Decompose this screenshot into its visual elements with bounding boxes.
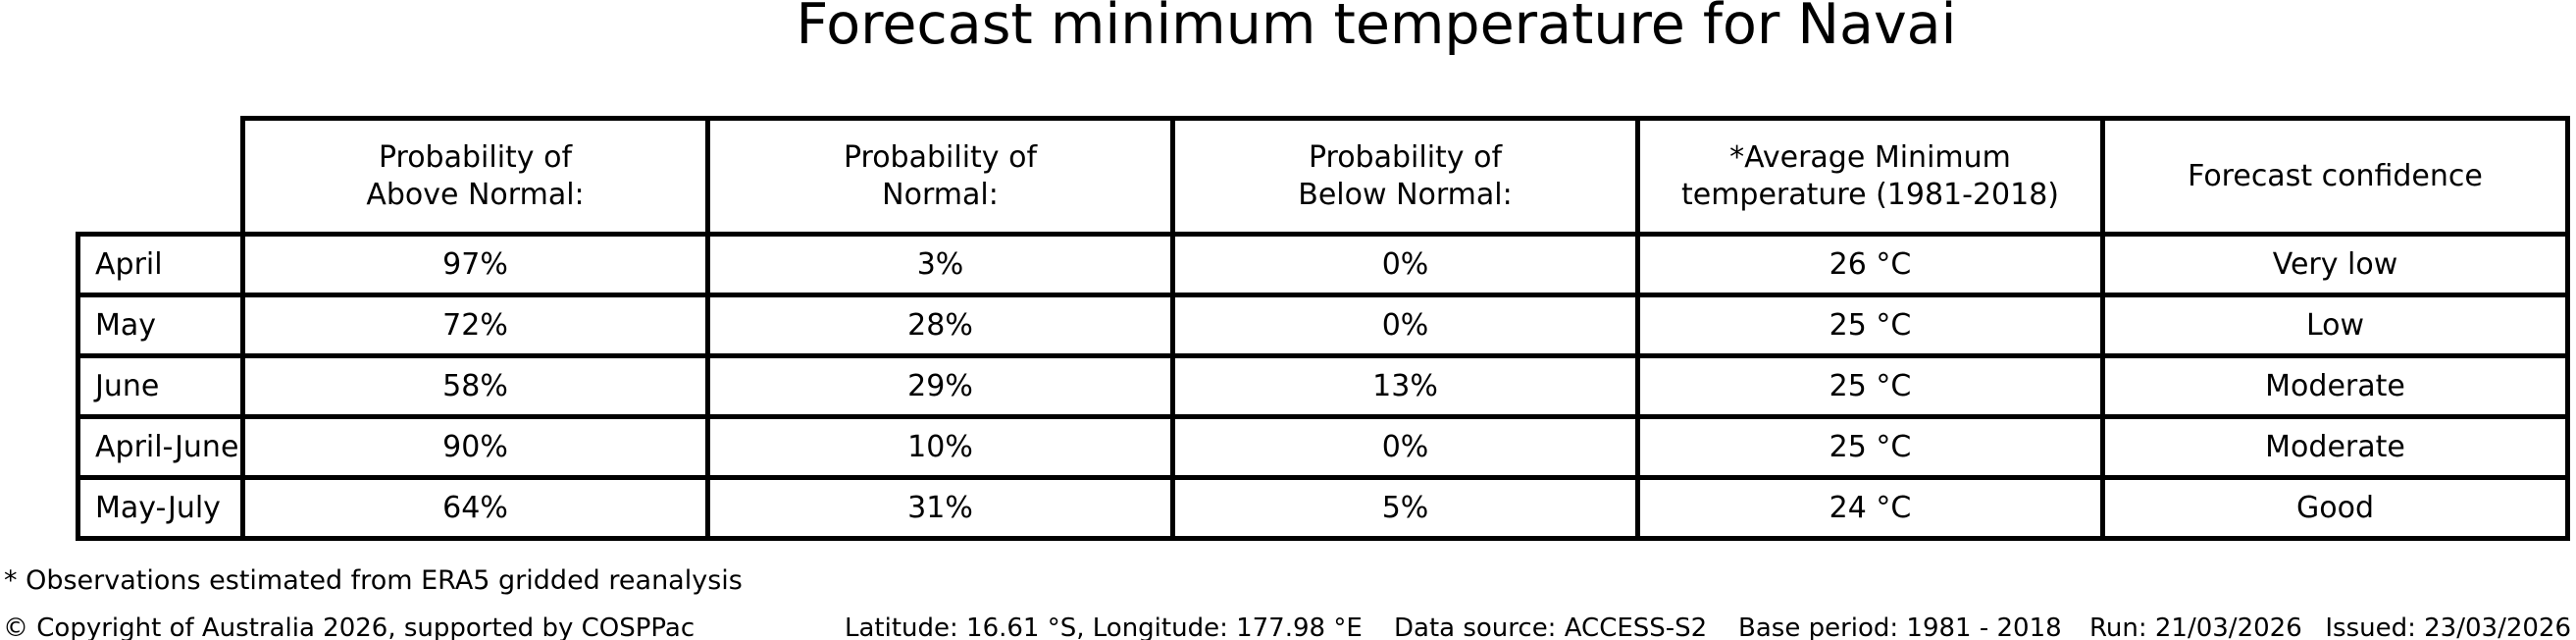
avg-min-temp-cell: 25 °C [1635, 353, 2105, 419]
confidence-cell: Very low [2100, 232, 2570, 297]
col-header-line: Above Normal: [366, 177, 585, 212]
row-label: May [76, 293, 245, 358]
prob-above-cell: 72% [240, 293, 710, 358]
prob-below-cell: 0% [1170, 414, 1640, 480]
avg-min-temp-cell: 26 °C [1635, 232, 2105, 297]
table-row-may: May 72% 28% 0% 25 °C Low [76, 293, 2570, 358]
prob-above-cell: 90% [240, 414, 710, 480]
row-label: April-June [76, 414, 245, 480]
base-period-text: Base period: 1981 - 2018 [1738, 613, 2062, 640]
confidence-cell: Moderate [2100, 414, 2570, 480]
avg-min-temp-cell: 25 °C [1635, 414, 2105, 480]
avg-min-temp-cell: 25 °C [1635, 293, 2105, 358]
corner-cell [78, 119, 243, 235]
prob-above-cell: 64% [240, 475, 710, 541]
col-header-prob-normal: Probability of Normal: [705, 116, 1175, 237]
run-date-text: Run: 21/03/2026 [2089, 613, 2302, 640]
prob-normal-cell: 10% [705, 414, 1175, 480]
confidence-cell: Low [2100, 293, 2570, 358]
confidence-cell: Good [2100, 475, 2570, 541]
col-header-line: Probability of [843, 139, 1038, 175]
prob-normal-cell: 3% [705, 232, 1175, 297]
col-header-line: *Average Minimum [1729, 139, 2011, 175]
data-source-text: Data source: ACCESS-S2 [1394, 613, 1708, 640]
prob-below-cell: 13% [1170, 353, 1640, 419]
prob-below-cell: 5% [1170, 475, 1640, 541]
prob-normal-cell: 31% [705, 475, 1175, 541]
row-label: April [76, 232, 245, 297]
table-row-june: June 58% 29% 13% 25 °C Moderate [76, 353, 2570, 419]
table-row-april-june: April-June 90% 10% 0% 25 °C Moderate [76, 414, 2570, 480]
table-row-may-july: May-July 64% 31% 5% 24 °C Good [76, 475, 2570, 541]
prob-below-cell: 0% [1170, 293, 1640, 358]
observations-footnote: * Observations estimated from ERA5 gridd… [4, 565, 743, 596]
prob-above-cell: 97% [240, 232, 710, 297]
col-header-forecast-confidence: Forecast confidence [2100, 116, 2570, 237]
location-text: Latitude: 16.61 °S, Longitude: 177.98 °E [845, 613, 1363, 640]
avg-min-temp-cell: 24 °C [1635, 475, 2105, 541]
col-header-prob-above-normal: Probability of Above Normal: [240, 116, 710, 237]
col-header-line: Below Normal: [1298, 177, 1513, 212]
col-header-line: Probability of [1308, 139, 1503, 175]
table-row-april: April 97% 3% 0% 26 °C Very low [76, 232, 2570, 297]
confidence-cell: Moderate [2100, 353, 2570, 419]
row-label: May-July [76, 475, 245, 541]
col-header-line: temperature (1981-2018) [1680, 177, 2060, 212]
col-header-average-min-temp: *Average Minimum temperature (1981-2018) [1635, 116, 2105, 237]
col-header-line: Normal: [882, 177, 999, 212]
header-row: Probability of Above Normal: Probability… [78, 116, 2570, 237]
prob-normal-cell: 28% [705, 293, 1175, 358]
forecast-table: Probability of Above Normal: Probability… [76, 116, 2570, 541]
col-header-line: Forecast confidence [2188, 158, 2483, 193]
prob-normal-cell: 29% [705, 353, 1175, 419]
col-header-line: Probability of [378, 139, 573, 175]
prob-above-cell: 58% [240, 353, 710, 419]
copyright-text: © Copyright of Australia 2026, supported… [3, 613, 696, 640]
issued-date-text: Issued: 23/03/2026 [2325, 613, 2571, 640]
row-label: June [76, 353, 245, 419]
col-header-prob-below-normal: Probability of Below Normal: [1170, 116, 1640, 237]
page-title: Forecast minimum temperature for Navai [796, 0, 1957, 57]
prob-below-cell: 0% [1170, 232, 1640, 297]
